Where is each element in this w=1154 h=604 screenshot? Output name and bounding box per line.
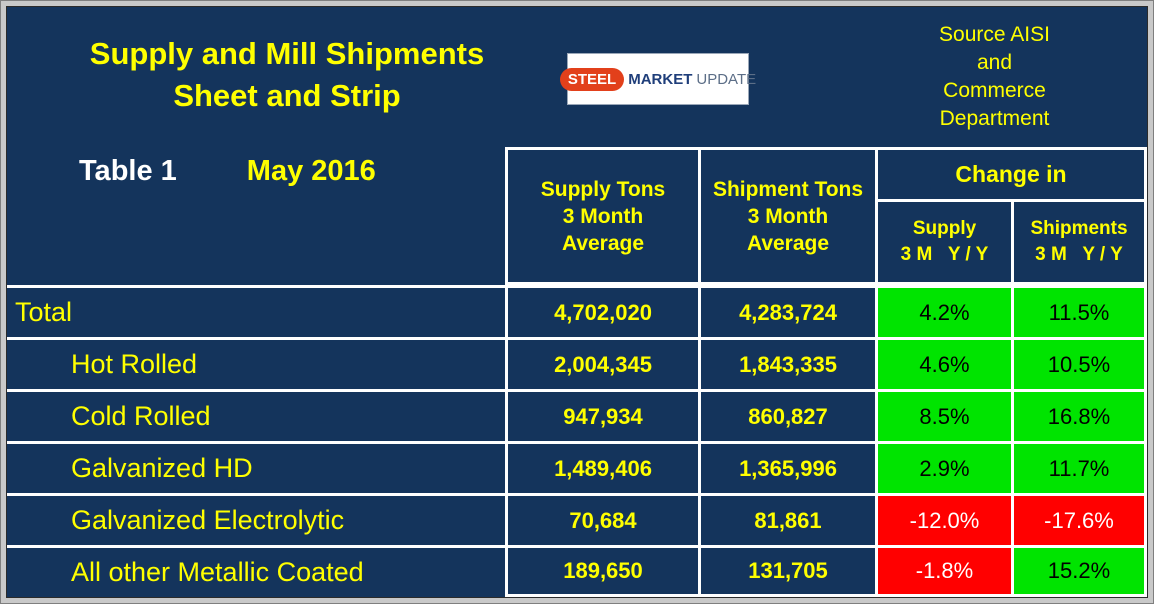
shipment-value: 81,861 [698, 496, 875, 545]
shipment-value: 1,843,335 [698, 340, 875, 389]
shipments-change-cell: 11.7% [1011, 444, 1147, 493]
logo-update-text: UPDATE [696, 70, 757, 88]
supply-value: 1,489,406 [505, 444, 698, 493]
table-row: Galvanized Electrolytic 70,684 81,861 -1… [7, 493, 1147, 545]
shipments-change-cell: 15.2% [1011, 548, 1147, 597]
supply-change-label: Supply [912, 218, 977, 239]
row-label: Cold Rolled [71, 401, 211, 431]
supply-change-sublabel: 3 M Y / Y [900, 244, 989, 265]
table-caption: Table 1 May 2016 [7, 147, 505, 285]
report-panel: Supply and Mill Shipments Sheet and Stri… [6, 6, 1148, 598]
change-in-header: Change in [878, 150, 1144, 202]
column-header-shipments-change: Shipments 3 M Y / Y [1011, 202, 1144, 282]
shipment-value: 4,283,724 [698, 288, 875, 337]
supply-change-cell: -1.8% [875, 548, 1011, 597]
supply-value: 70,684 [505, 496, 698, 545]
shipment-value: 131,705 [698, 548, 875, 597]
shipments-change-cell: 10.5% [1011, 340, 1147, 389]
table-row: Hot Rolled 2,004,345 1,843,335 4.6% 10.5… [7, 337, 1147, 389]
supply-header-line2: 3 Month [562, 204, 644, 228]
shipments-change-label: Shipments [1030, 218, 1128, 239]
table-row: Cold Rolled 947,934 860,827 8.5% 16.8% [7, 389, 1147, 441]
supply-change-cell: 4.2% [875, 288, 1011, 337]
supply-change-cell: 2.9% [875, 444, 1011, 493]
supply-value: 4,702,020 [505, 288, 698, 337]
supply-change-cell: -12.0% [875, 496, 1011, 545]
shipments-change-cell: 11.5% [1011, 288, 1147, 337]
column-header-supply: Supply Tons 3 Month Average [505, 147, 698, 285]
supply-header-line1: Supply Tons [540, 177, 666, 201]
header-band: Supply and Mill Shipments Sheet and Stri… [7, 7, 1147, 147]
source-line-2: and [976, 51, 1013, 74]
table-row: Total 4,702,020 4,283,724 4.2% 11.5% [7, 285, 1147, 337]
row-label: Galvanized HD [71, 453, 253, 483]
supply-value: 2,004,345 [505, 340, 698, 389]
table-body: Total 4,702,020 4,283,724 4.2% 11.5% Hot… [7, 285, 1147, 597]
table-row: All other Metallic Coated 189,650 131,70… [7, 545, 1147, 597]
table-row: Galvanized HD 1,489,406 1,365,996 2.9% 1… [7, 441, 1147, 493]
row-label: Galvanized Electrolytic [71, 505, 345, 535]
source-line-3: Commerce [943, 79, 1046, 102]
supply-value: 947,934 [505, 392, 698, 441]
report-date: May 2016 [246, 155, 376, 187]
source-line-1: Source AISI [939, 23, 1050, 46]
change-in-subheaders: Supply 3 M Y / Y Shipments 3 M Y / Y [878, 202, 1144, 282]
supply-header-line3: Average [561, 231, 645, 255]
shipment-header-line3: Average [746, 231, 830, 255]
logo-market-text: MARKET [628, 70, 693, 88]
title-line-1: Supply and Mill Shipments [89, 36, 485, 71]
column-header-shipment: Shipment Tons 3 Month Average [698, 147, 875, 285]
shipment-value: 860,827 [698, 392, 875, 441]
shipment-value: 1,365,996 [698, 444, 875, 493]
supply-change-cell: 4.6% [875, 340, 1011, 389]
title-line-2: Sheet and Strip [173, 78, 401, 113]
shipments-change-sublabel: 3 M Y / Y [1035, 244, 1123, 265]
shipment-header-line1: Shipment Tons [712, 177, 864, 201]
shipments-change-cell: 16.8% [1011, 392, 1147, 441]
shipment-header-line2: 3 Month [747, 204, 829, 228]
supply-change-cell: 8.5% [875, 392, 1011, 441]
source-note: Source AISI and Commerce Department [842, 7, 1147, 147]
steel-market-update-logo: STEEL MARKET UPDATE [559, 53, 756, 105]
logo-steel-text: STEEL [559, 67, 625, 91]
shipments-change-cell: -17.6% [1011, 496, 1147, 545]
row-label: Hot Rolled [71, 349, 198, 379]
table-header: Table 1 May 2016 Supply Tons 3 Month Ave… [7, 147, 1147, 285]
table-number-label: Table 1 [79, 155, 177, 187]
supply-value: 189,650 [505, 548, 698, 597]
row-label: All other Metallic Coated [71, 557, 364, 587]
column-header-supply-change: Supply 3 M Y / Y [878, 202, 1011, 282]
column-group-change-in: Change in Supply 3 M Y / Y Shipments 3 M… [875, 147, 1147, 285]
source-line-4: Department [939, 107, 1050, 130]
row-label: Total [15, 297, 73, 327]
page-title: Supply and Mill Shipments Sheet and Stri… [7, 7, 567, 147]
